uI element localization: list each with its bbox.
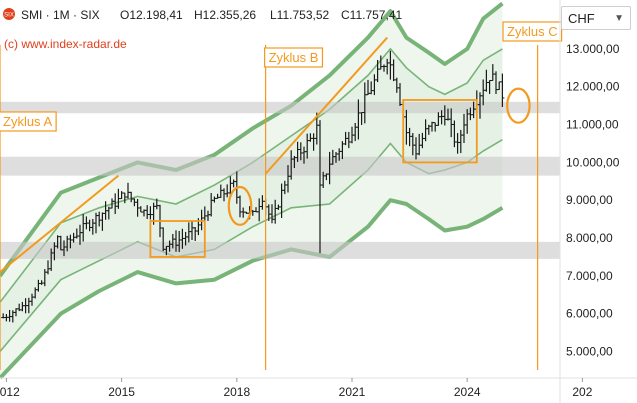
- y-tick-label: 9.000,00: [566, 193, 613, 207]
- highlight-circle-1: [227, 185, 253, 226]
- high-value: H12.355,26: [194, 8, 256, 22]
- currency-selector[interactable]: CHF ▼: [561, 6, 631, 30]
- x-tick-label: 2021: [339, 385, 366, 399]
- zone-band-1: [0, 241, 560, 259]
- cycle-label-3: Zyklus C: [507, 24, 558, 39]
- cycle-label-box-1: [0, 111, 57, 132]
- symbol-title: SMI · 1M · SIX: [21, 8, 100, 22]
- svg-text:SIX: SIX: [4, 13, 14, 19]
- zone-band-3: [0, 101, 560, 114]
- y-tick-label: 8.000,00: [566, 231, 613, 245]
- channel-bands: [0, 1, 504, 380]
- low-value: L11.753,52: [270, 8, 329, 22]
- close-value: C11.757,41: [341, 8, 402, 22]
- support-resistance-zones: [0, 101, 560, 259]
- y-tick-label: 13.000,00: [566, 42, 620, 56]
- x-tick-label: 202: [572, 385, 592, 399]
- y-tick-label: 10.000,00: [566, 155, 620, 169]
- cycle-label-box-3: [502, 21, 563, 42]
- ohlc-bars: [1, 50, 505, 323]
- ohlc-bar: [500, 73, 505, 107]
- trend-line-2: [264, 36, 388, 175]
- x-tick-label: 2024: [454, 385, 481, 399]
- cycle-label-box-2: [264, 47, 324, 68]
- x-tick-label: 2012: [0, 385, 20, 399]
- y-tick-label: 7.000,00: [566, 269, 613, 283]
- trend-line-1: [0, 174, 120, 273]
- x-tick-label: 2018: [223, 385, 250, 399]
- watermark-text: (c) www.index-radar.de: [4, 37, 127, 51]
- consolidation-box-1: [149, 220, 206, 258]
- y-tick-label: 11.000,00: [566, 118, 619, 132]
- y-tick-label: 12.000,00: [566, 80, 620, 94]
- cycle-label-2: Zyklus B: [269, 50, 319, 65]
- y-tick-label: 5.000,00: [566, 345, 613, 359]
- cycle-label-1: Zyklus A: [3, 114, 52, 129]
- consolidation-box-2: [402, 99, 478, 164]
- chevron-down-icon: ▼: [614, 12, 624, 24]
- zone-band-2: [0, 156, 560, 176]
- currency-label: CHF: [568, 10, 595, 26]
- annotations: Zyklus A Zyklus B Zyklus C: [0, 21, 563, 370]
- y-tick-label: 6.000,00: [566, 307, 613, 321]
- open-value: O12.198,41: [120, 8, 183, 22]
- x-tick-label: 2015: [108, 385, 135, 399]
- symbol-logo-icon: SIX: [3, 8, 15, 20]
- highlight-circle-2: [506, 87, 531, 124]
